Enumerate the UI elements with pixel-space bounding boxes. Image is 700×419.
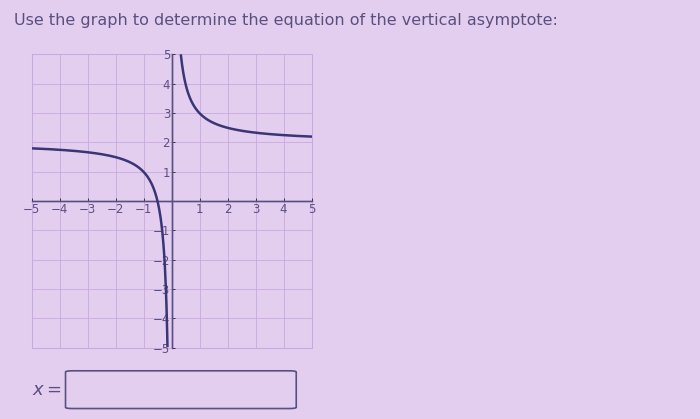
Text: $x =$: $x =$ bbox=[32, 381, 62, 398]
FancyBboxPatch shape bbox=[66, 371, 296, 409]
Text: Use the graph to determine the equation of the vertical asymptote:: Use the graph to determine the equation … bbox=[14, 13, 558, 28]
